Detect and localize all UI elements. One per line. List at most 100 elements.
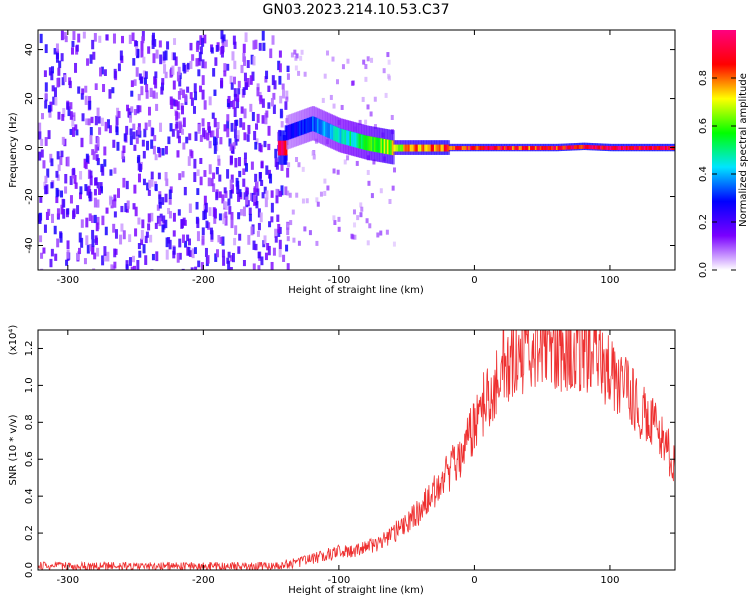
noise-cell — [172, 212, 176, 222]
noise-cell — [253, 130, 257, 141]
noise-cell — [158, 217, 162, 227]
noise-cell — [226, 257, 230, 264]
noise-cell — [191, 54, 195, 61]
ridge-cell — [404, 144, 408, 152]
noise-cell — [60, 53, 64, 62]
noise-cell — [261, 30, 265, 41]
noise-cell — [46, 168, 50, 178]
noise-cell — [236, 130, 240, 140]
noise-cell — [291, 209, 295, 215]
noise-cell — [112, 139, 116, 148]
noise-cell — [142, 70, 146, 80]
noise-cell — [43, 181, 47, 190]
ridge-cell — [385, 139, 389, 154]
noise-cell — [38, 131, 42, 140]
ridge-cell — [325, 122, 329, 137]
snr-y-tick-label: 0.4 — [24, 488, 35, 504]
noise-cell — [312, 154, 316, 160]
ridge-cell — [520, 146, 524, 151]
noise-cell — [76, 205, 80, 215]
noise-cell — [235, 177, 239, 187]
noise-cell — [293, 49, 297, 55]
noise-cell — [251, 71, 255, 81]
noise-cell — [208, 207, 212, 216]
ridge-cell — [595, 145, 599, 150]
ridge-cell — [601, 145, 605, 150]
noise-cell — [181, 234, 185, 243]
noise-cell — [193, 83, 197, 93]
noise-cell — [315, 197, 319, 203]
noise-cell — [285, 244, 289, 252]
noise-cell — [92, 51, 96, 60]
noise-cell — [305, 198, 309, 204]
noise-cell — [161, 224, 165, 233]
noise-cell — [197, 69, 201, 77]
noise-cell — [85, 217, 89, 228]
noise-cell — [373, 96, 377, 102]
ridge-cell — [287, 124, 291, 140]
noise-cell — [164, 145, 168, 155]
ridge-cell — [559, 145, 563, 150]
ridge-cell — [380, 138, 384, 154]
noise-cell — [226, 128, 230, 138]
ridge-cell — [406, 144, 410, 152]
ridge-cell — [534, 146, 538, 151]
noise-cell — [219, 236, 223, 244]
noise-cell — [104, 121, 108, 132]
noise-cell — [253, 198, 257, 206]
noise-cell — [358, 119, 362, 125]
noise-cell — [379, 230, 383, 236]
noise-cell — [270, 261, 274, 270]
noise-cell — [243, 108, 247, 119]
noise-cell — [103, 253, 107, 262]
noise-cell — [129, 128, 133, 136]
ridge-cell — [495, 146, 499, 151]
noise-cell — [261, 192, 265, 199]
noise-cell — [132, 123, 136, 131]
noise-cell — [229, 189, 233, 199]
noise-cell — [237, 212, 241, 220]
noise-cell — [147, 106, 151, 116]
ridge-cell — [635, 146, 639, 151]
noise-cell — [77, 86, 81, 94]
noise-cell — [230, 101, 234, 108]
noise-cell — [199, 176, 203, 186]
noise-cell — [156, 215, 160, 224]
noise-cell — [275, 195, 279, 204]
noise-cell — [214, 57, 218, 66]
noise-cell — [121, 150, 125, 160]
noise-cell — [379, 188, 383, 194]
noise-cell — [122, 230, 126, 240]
ridge-cell — [634, 146, 638, 151]
noise-cell — [136, 49, 140, 58]
noise-cell — [203, 195, 207, 206]
noise-cell — [177, 90, 181, 100]
noise-cell — [176, 150, 180, 158]
noise-cell — [196, 231, 200, 242]
noise-cell — [237, 80, 241, 88]
noise-cell — [104, 226, 108, 236]
ridge-cell — [637, 146, 641, 151]
noise-cell — [199, 134, 203, 142]
ridge-cell — [525, 146, 529, 151]
ridge-cell — [315, 117, 319, 133]
noise-cell — [346, 155, 350, 161]
noise-cell — [337, 226, 341, 232]
ridge-cell — [513, 146, 517, 151]
noise-cell — [208, 164, 212, 175]
noise-cell — [161, 148, 165, 156]
noise-cell — [242, 206, 246, 217]
noise-cell — [212, 136, 216, 146]
noise-cell — [362, 59, 366, 65]
noise-cell — [256, 87, 260, 97]
noise-cell — [227, 251, 231, 258]
ridge-cell — [451, 146, 455, 151]
noise-cell — [103, 146, 107, 156]
ridge-cell — [619, 146, 623, 151]
noise-cell — [126, 104, 130, 112]
noise-cell — [120, 205, 124, 213]
noise-cell — [284, 186, 288, 196]
noise-cell — [184, 240, 188, 248]
noise-cell — [385, 229, 389, 235]
noise-cell — [55, 43, 59, 52]
